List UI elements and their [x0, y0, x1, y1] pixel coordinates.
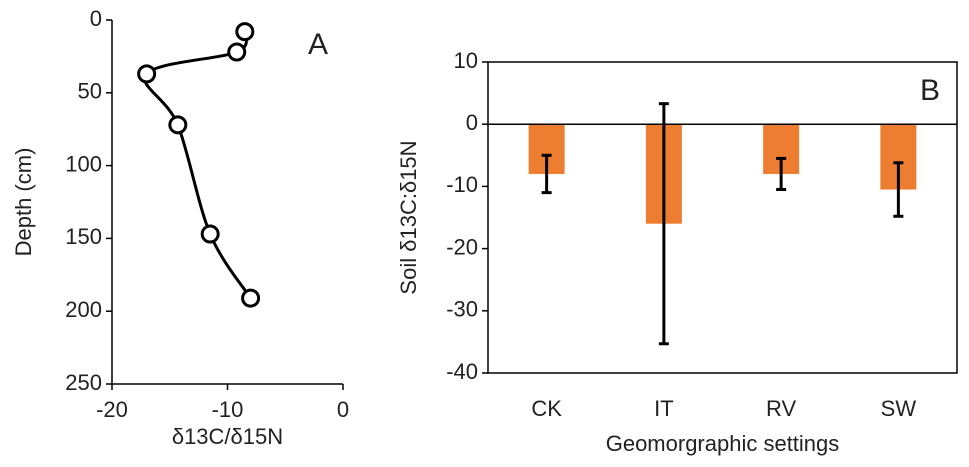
- x-tick-label: -10: [212, 397, 244, 422]
- y-tick-label: -10: [446, 172, 478, 197]
- x-tick-label: CK: [531, 396, 562, 421]
- data-point: [200, 224, 220, 244]
- x-tick-label: SW: [881, 396, 917, 421]
- y-tick-label: 150: [65, 224, 102, 249]
- y-tick-label: 200: [65, 297, 102, 322]
- y-axis-label: Soil δ13C:δ15N: [396, 140, 421, 294]
- x-axis-label: Geomorgraphic settings: [606, 431, 840, 456]
- y-tick-label: -40: [446, 359, 478, 384]
- y-tick-label: 0: [90, 6, 102, 31]
- y-tick-label: -20: [446, 234, 478, 259]
- y-axis-label: Depth (cm): [11, 148, 36, 257]
- data-point: [227, 42, 247, 62]
- data-point: [137, 64, 157, 84]
- data-point: [168, 115, 188, 135]
- y-tick-label: 0: [466, 110, 478, 135]
- y-tick-label: 250: [65, 370, 102, 395]
- panel-label: B: [920, 74, 940, 107]
- data-line: [143, 31, 252, 299]
- data-point: [235, 22, 255, 42]
- x-tick-label: IT: [654, 396, 674, 421]
- y-tick-label: -30: [446, 297, 478, 322]
- plot-frame: [487, 61, 958, 374]
- x-tick-label: -20: [96, 397, 128, 422]
- y-tick-label: 100: [65, 151, 102, 176]
- x-tick-label: RV: [766, 396, 796, 421]
- y-tick-label: 50: [78, 79, 102, 104]
- panel-label: A: [308, 28, 328, 61]
- data-point: [241, 288, 261, 308]
- x-axis-label: δ13C/δ15N: [172, 424, 283, 449]
- y-tick-label: 10: [454, 48, 478, 73]
- x-tick-label: 0: [337, 397, 349, 422]
